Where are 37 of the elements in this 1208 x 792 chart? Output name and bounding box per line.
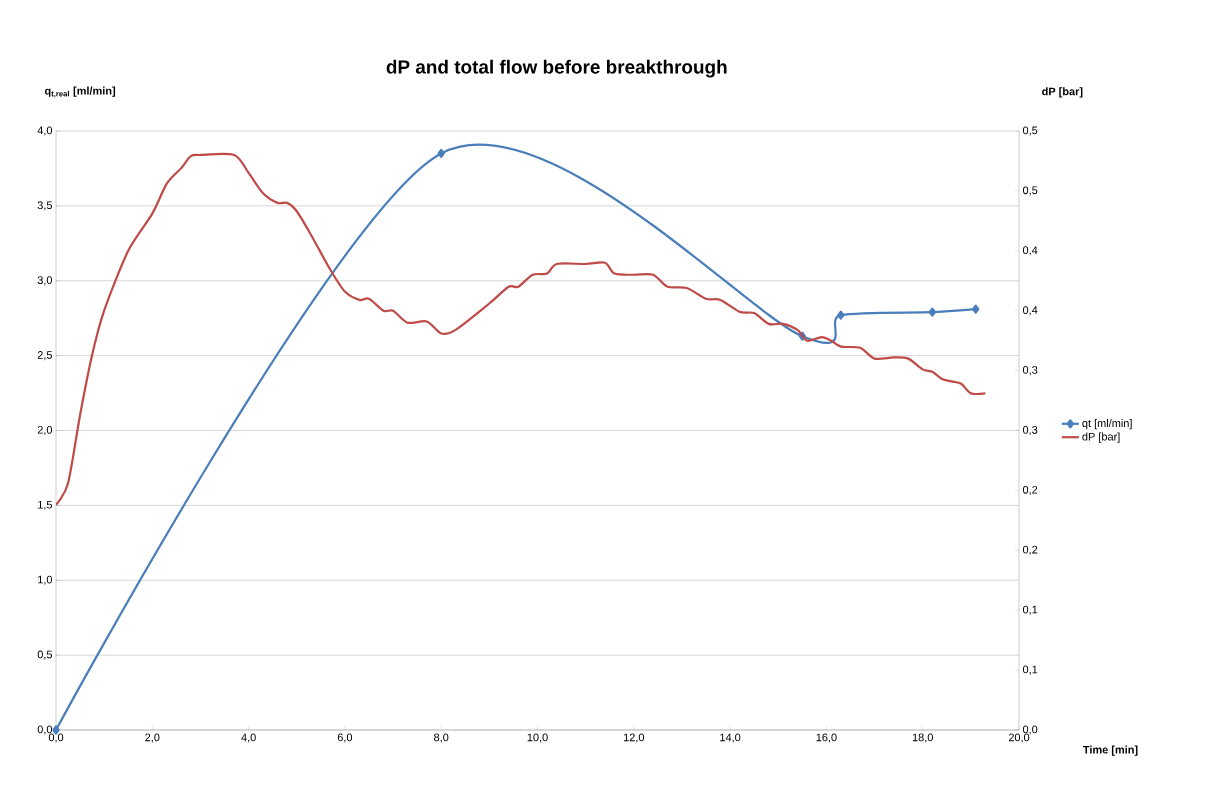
x-axis-title: Time [min] <box>1083 745 1138 756</box>
y2-tick-label: 0,2 <box>1022 485 1038 495</box>
x-tick-label: 20,0 <box>1008 733 1030 743</box>
y2-tick-label: 0,4 <box>1022 246 1038 256</box>
y-tick-label: 3,5 <box>37 201 53 211</box>
legend-label: dP [bar] <box>1082 432 1120 443</box>
y2-tick-label: 0,2 <box>1022 545 1038 555</box>
y2-axis-title: dP [bar] <box>1042 87 1083 98</box>
x-tick-label: 12,0 <box>623 733 645 743</box>
y2-tick-label: 0,5 <box>1022 126 1038 136</box>
y-tick-label: 0,0 <box>37 725 53 735</box>
legend-label: qt [ml/min] <box>1082 419 1132 430</box>
y2-tick-label: 0,0 <box>1022 725 1038 735</box>
y-tick-label: 2,5 <box>37 351 53 361</box>
x-tick-label: 14,0 <box>720 733 741 743</box>
x-tick-label: 16,0 <box>816 733 837 743</box>
y-tick-label: 3,0 <box>37 276 53 286</box>
x-tick-label: 0,0 <box>48 733 64 743</box>
y-tick-label: 4,0 <box>37 126 53 136</box>
y2-tick-label: 0,1 <box>1022 605 1038 615</box>
y2-tick-label: 0,5 <box>1022 186 1038 196</box>
y2-tick-label: 0,1 <box>1022 665 1038 675</box>
chart-title: dP and total flow before breakthrough <box>386 59 727 78</box>
y2-tick-label: 0,3 <box>1022 425 1038 436</box>
x-tick-label: 8,0 <box>434 733 449 743</box>
y-tick-label: 2,0 <box>37 425 53 436</box>
y-tick-label: 0,5 <box>37 650 53 660</box>
x-tick-label: 18,0 <box>912 733 933 743</box>
x-tick-label: 4,0 <box>241 733 256 743</box>
y-axis-title: q$_{t,real}$ [ml/min] <box>44 86 116 98</box>
x-tick-label: 2,0 <box>145 733 160 743</box>
y-tick-label: 1,0 <box>38 575 53 585</box>
x-tick-label: 6,0 <box>337 733 353 743</box>
y2-tick-label: 0,4 <box>1022 306 1038 316</box>
x-tick-label: 10,0 <box>527 733 548 743</box>
y-tick-label: 1,5 <box>38 500 53 510</box>
y2-tick-label: 0,3 <box>1022 366 1038 376</box>
